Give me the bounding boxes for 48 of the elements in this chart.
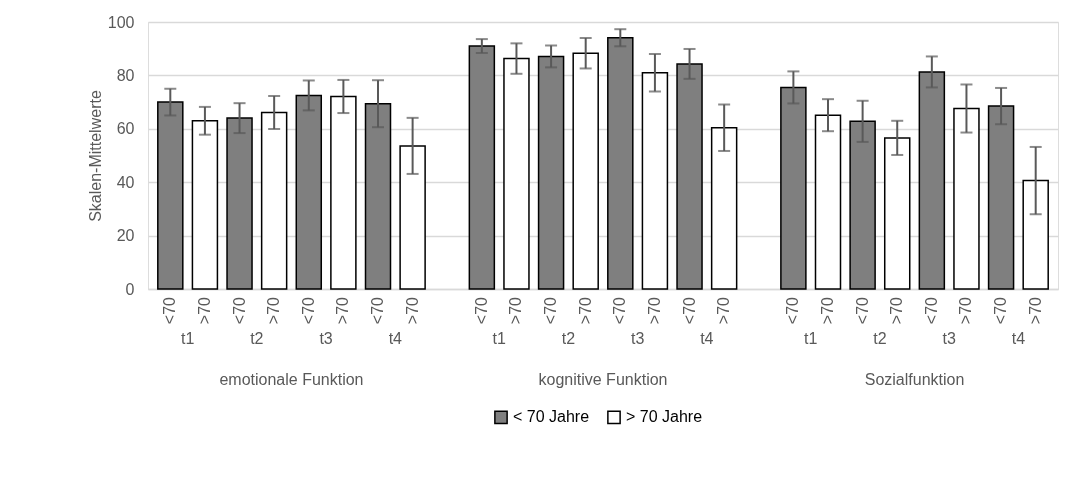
x-tick-label: <70 xyxy=(922,296,940,325)
text: t3 xyxy=(319,330,333,347)
x-tick-label: >70 xyxy=(576,296,594,325)
x-tick-label: <70 xyxy=(369,296,386,325)
text: t4 xyxy=(1011,330,1026,347)
x-tick-label: <70 xyxy=(230,296,248,325)
x-tick-label: <70 xyxy=(299,296,317,325)
text: emotionale Funktion xyxy=(219,371,364,388)
text: t3 xyxy=(630,330,645,347)
x-tick-label: >70 xyxy=(507,296,525,325)
text: t4 xyxy=(700,330,714,347)
text: t2 xyxy=(250,330,264,347)
text: t2 xyxy=(561,330,576,347)
x-tick-label: <70 xyxy=(472,296,490,325)
text: t1 xyxy=(804,330,818,347)
x-tick-label: <70 xyxy=(784,296,802,325)
x-tick-label: >70 xyxy=(715,296,733,325)
x-tick-label: >70 xyxy=(265,296,283,325)
y-tick-label: 20 xyxy=(116,227,135,245)
x-tick-label: >70 xyxy=(403,296,421,325)
x-tick-label: <70 xyxy=(542,296,560,325)
y-tick-label: 0 xyxy=(125,280,135,298)
x-tick-label: >70 xyxy=(195,296,213,325)
text: kognitive Funktion xyxy=(538,371,668,388)
text: Sozialfunktion xyxy=(864,371,965,388)
legend-label: < 70 Jahre xyxy=(513,408,590,426)
text: t2 xyxy=(873,330,887,347)
text: t1 xyxy=(180,330,195,347)
y-tick-label: 40 xyxy=(116,173,135,191)
x-tick-label: <70 xyxy=(853,296,871,325)
x-tick-label: >70 xyxy=(888,296,906,325)
y-tick-label: 100 xyxy=(107,13,135,31)
y-axis-title: Skalen-Mittelwerte xyxy=(86,90,104,222)
x-tick-label: <70 xyxy=(161,296,179,325)
y-tick-label: 80 xyxy=(116,66,135,84)
x-tick-label: >70 xyxy=(1026,296,1044,325)
x-tick-label: <70 xyxy=(611,296,629,325)
y-tick-label: 60 xyxy=(116,120,135,138)
x-tick-label: <70 xyxy=(992,296,1010,325)
x-tick-label: >70 xyxy=(819,296,836,325)
x-tick-label: <70 xyxy=(680,296,698,325)
x-tick-label: >70 xyxy=(334,296,352,325)
legend-label: > 70 Jahre xyxy=(626,408,703,426)
text: t4 xyxy=(388,330,403,347)
text: t3 xyxy=(942,330,956,347)
x-tick-label: >70 xyxy=(957,296,975,325)
x-tick-label: >70 xyxy=(645,296,663,325)
text: t1 xyxy=(492,330,506,347)
